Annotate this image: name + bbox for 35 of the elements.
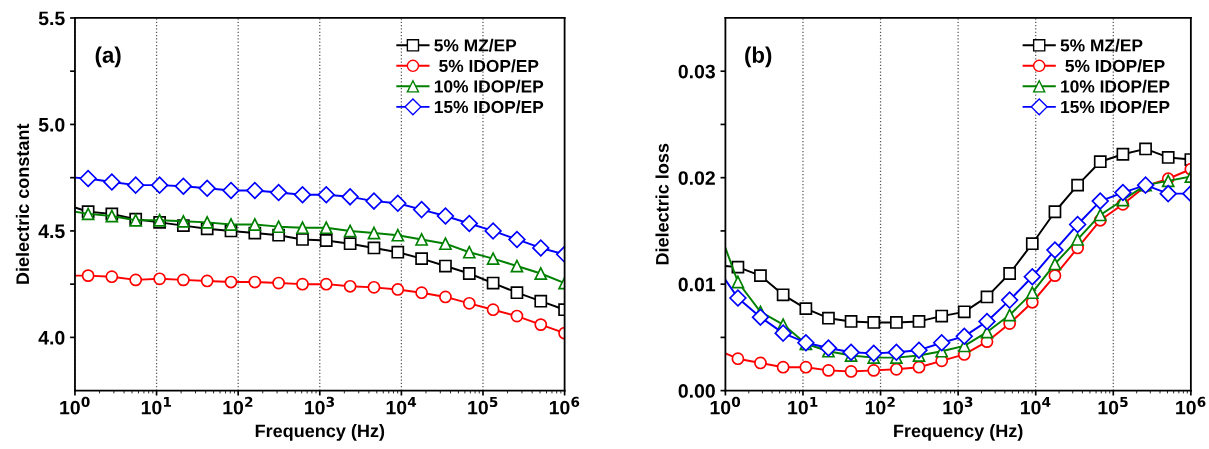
- x-tick-label: 10$^{5}$: [1098, 396, 1128, 415]
- annotation: (b): [745, 46, 772, 68]
- x-tick-label: 10$^{3}$: [305, 396, 335, 415]
- legend-label: 15% IDOP/EP: [434, 100, 544, 114]
- legend-label: 5% MZ/EP: [434, 38, 517, 52]
- y-tick-label: 5.0: [38, 117, 65, 132]
- y-tick-label: 0.03: [678, 64, 715, 79]
- y-tick-label: 0.00: [678, 384, 715, 398]
- y-axis-title: Dielectric loss: [655, 143, 669, 265]
- y-axis-title: Dielectric constant: [15, 123, 30, 284]
- x-axis-title: Frequency (Hz): [255, 424, 385, 441]
- y-tick-label: 5.5: [38, 11, 65, 26]
- y-tick-label: 0.02: [678, 171, 715, 185]
- x-tick-label: 10$^{4}$: [1020, 396, 1051, 415]
- annotation: (a): [95, 46, 121, 68]
- legend-label: 10% IDOP/EP: [1061, 79, 1170, 93]
- x-tick-label: 10$^{0}$: [60, 396, 90, 415]
- x-tick-label: 10$^{4}$: [386, 396, 417, 415]
- x-axis-title: Frequency (Hz): [894, 424, 1023, 441]
- y-tick-label: 0.01: [678, 277, 716, 292]
- y-tick-label: 4.5: [38, 224, 65, 239]
- legend-label: 15% IDOP/EP: [1061, 100, 1170, 114]
- legend-label: 5% MZ/EP: [1060, 38, 1143, 52]
- x-tick-label: 10$^{6}$: [1176, 396, 1206, 415]
- x-tick-label: 10$^{1}$: [788, 396, 818, 415]
- x-tick-label: 10$^{5}$: [468, 396, 498, 415]
- legend-label: 5% IDOP/EP: [1065, 59, 1165, 73]
- legend-label: 10% IDOP/EP: [434, 79, 544, 93]
- y-tick-label: 4.0: [38, 330, 65, 345]
- x-tick-label: 10$^{3}$: [943, 396, 973, 415]
- x-tick-label: 10$^{2}$: [865, 396, 895, 415]
- x-tick-label: 10$^{2}$: [223, 396, 253, 415]
- x-tick-label: 10$^{6}$: [549, 396, 580, 415]
- x-tick-label: 10$^{1}$: [141, 396, 171, 415]
- legend-label: 5% IDOP/EP: [439, 59, 539, 73]
